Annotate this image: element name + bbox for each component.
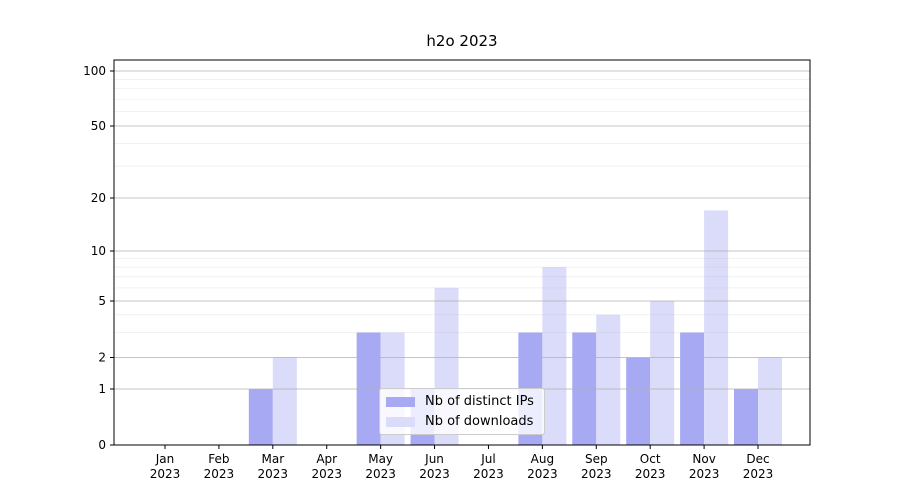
- bar-downloads-nov: [704, 210, 729, 445]
- legend-item-distinct-ips: Nb of distinct IPs: [386, 394, 544, 409]
- bar-downloads-aug: [542, 267, 567, 445]
- x-tick-label-mar: Mar 2023: [258, 452, 289, 481]
- x-tick-label-sep: Sep 2023: [581, 452, 612, 481]
- legend-swatch-downloads: [386, 416, 415, 427]
- x-tick-label-oct: Oct 2023: [635, 452, 666, 481]
- y-tick-label-5: 5: [98, 294, 106, 308]
- x-tick-label-jan: Jan 2023: [150, 452, 181, 481]
- bar-distinct-ips-oct: [626, 357, 651, 445]
- y-tick-label-1: 1: [98, 382, 106, 396]
- x-tick-label-jun: Jun 2023: [419, 452, 450, 481]
- chart-title: h2o 2023: [426, 32, 498, 50]
- legend-label-distinct-ips: Nb of distinct IPs: [425, 394, 534, 409]
- x-tick-label-dec: Dec 2023: [743, 452, 774, 481]
- y-tick-label-50: 50: [91, 119, 106, 133]
- x-tick-label-aug: Aug 2023: [527, 452, 558, 481]
- bar-downloads-oct: [650, 301, 675, 445]
- y-tick-label-0: 0: [98, 438, 106, 452]
- legend-label-downloads: Nb of downloads: [425, 414, 534, 429]
- bar-distinct-ips-dec: [734, 389, 758, 445]
- bar-downloads-mar: [272, 357, 297, 445]
- legend: Nb of distinct IPs Nb of downloads: [379, 388, 545, 435]
- y-tick-label-100: 100: [83, 64, 106, 78]
- x-tick-label-jul: Jul 2023: [473, 452, 504, 481]
- bar-downloads-dec: [758, 357, 782, 445]
- x-tick-label-apr: Apr 2023: [311, 452, 342, 481]
- legend-swatch-distinct-ips: [386, 396, 415, 407]
- y-tick-label-10: 10: [91, 244, 106, 258]
- x-tick-label-nov: Nov 2023: [689, 452, 720, 481]
- y-tick-label-2: 2: [98, 351, 106, 365]
- x-tick-label-feb: Feb 2023: [204, 452, 235, 481]
- x-tick-label-may: May 2023: [365, 452, 396, 481]
- plot-border: [113, 59, 811, 446]
- y-tick-label-20: 20: [91, 191, 106, 205]
- bar-downloads-sep: [596, 314, 621, 445]
- bar-distinct-ips-mar: [248, 389, 273, 445]
- legend-item-downloads: Nb of downloads: [386, 414, 544, 429]
